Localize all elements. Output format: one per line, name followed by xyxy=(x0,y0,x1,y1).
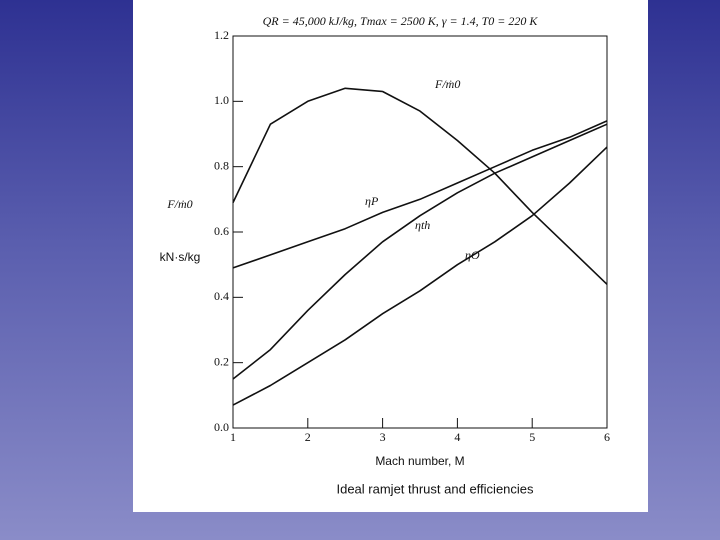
series-label: ηP xyxy=(365,194,379,208)
y-tick-label: 0.2 xyxy=(214,354,229,368)
y-tick-label: 0.4 xyxy=(214,289,229,303)
series-label: ηO xyxy=(465,248,480,262)
y-axis-unit: kN·s/kg xyxy=(160,250,201,264)
chart-title: QR = 45,000 kJ/kg, Tmax = 2500 K, γ = 1.… xyxy=(263,14,539,28)
slide-panel xyxy=(133,0,648,512)
x-tick-label: 5 xyxy=(529,430,535,444)
caption: Ideal ramjet thrust and efficiencies xyxy=(336,481,534,496)
x-tick-label: 4 xyxy=(454,430,460,444)
x-axis-label: Mach number, M xyxy=(375,454,464,468)
y-tick-label: 1.2 xyxy=(214,28,229,42)
x-tick-label: 1 xyxy=(230,430,236,444)
x-tick-label: 6 xyxy=(604,430,610,444)
series-line xyxy=(232,120,608,269)
x-tick-label: 3 xyxy=(380,430,386,444)
y-tick-label: 1.0 xyxy=(214,93,229,107)
series-line xyxy=(232,87,608,285)
y-axis-label: F/ṁ0 xyxy=(166,197,192,211)
y-tick-label: 0.8 xyxy=(214,158,229,172)
series-line xyxy=(232,123,608,380)
x-tick-label: 2 xyxy=(305,430,311,444)
plot-frame xyxy=(232,35,608,429)
series-line xyxy=(232,146,608,406)
series-label: F/ṁ0 xyxy=(434,77,460,91)
y-tick-label: 0.6 xyxy=(214,224,229,238)
y-tick-label: 0.0 xyxy=(214,420,229,434)
series-label: ηth xyxy=(415,218,430,232)
